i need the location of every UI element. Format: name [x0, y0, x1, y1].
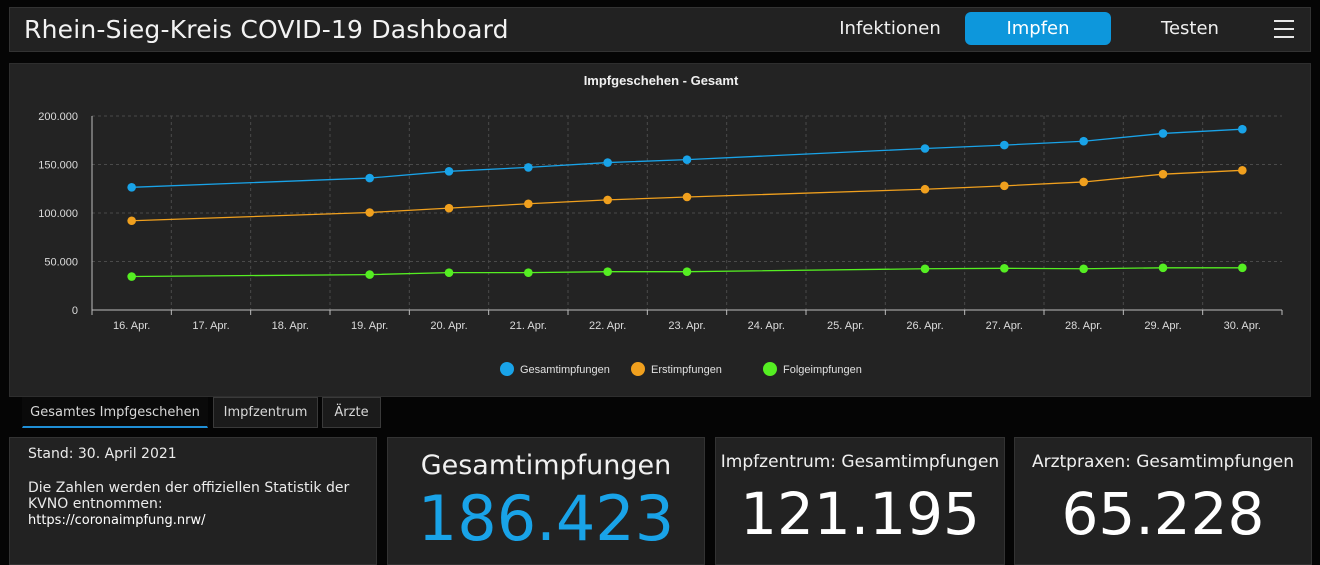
tab-impfen[interactable]: Impfen	[965, 12, 1111, 45]
y-tick-label: 150.000	[38, 160, 78, 172]
legend-marker	[631, 362, 645, 376]
data-point	[127, 182, 136, 192]
data-point	[920, 264, 930, 274]
kpi-value: 65.228	[1061, 480, 1265, 548]
data-point	[1079, 264, 1088, 274]
data-point	[524, 199, 533, 209]
data-point	[524, 268, 533, 277]
x-tick-label: 17. Apr.	[192, 320, 229, 332]
data-point	[1158, 129, 1168, 138]
data-point	[603, 158, 612, 167]
chart-title: Impfgeschehen - Gesamt	[584, 73, 739, 88]
legend-label: Erstimpfungen	[651, 364, 722, 376]
data-point	[1079, 177, 1088, 187]
x-tick-label: 27. Apr.	[986, 320, 1023, 332]
kpi-value: 186.423	[417, 482, 675, 555]
x-tick-label: 21. Apr.	[510, 320, 547, 332]
kpi-card-arztpraxen: Arztpraxen: Gesamtimpfungen 65.228	[1014, 437, 1312, 565]
source-link[interactable]: https://coronaimpfung.nrw/	[28, 513, 206, 528]
legend-label: Gesamtimpfungen	[520, 364, 610, 376]
kpi-label: Arztpraxen: Gesamtimpfungen	[1031, 452, 1295, 472]
legend-marker	[500, 362, 514, 376]
data-point	[1238, 166, 1247, 175]
x-tick-label: 20. Apr.	[430, 320, 467, 332]
kpi-value: 121.195	[740, 480, 980, 548]
legend-marker	[763, 362, 777, 376]
stand-date: Stand: 30. April 2021	[28, 446, 177, 462]
x-tick-label: 23. Apr.	[668, 320, 705, 332]
kpi-card-impfzentrum: Impfzentrum: Gesamtimpfungen 121.195	[715, 437, 1005, 565]
data-point	[444, 268, 454, 277]
subtab-aerzte[interactable]: Ärzte	[322, 397, 381, 428]
x-tick-label: 22. Apr.	[589, 320, 626, 332]
x-tick-label: 25. Apr.	[827, 320, 864, 332]
header-bar: Rhein-Sieg-Kreis COVID-19 Dashboard Infe…	[9, 7, 1311, 52]
data-point	[1000, 181, 1009, 191]
y-tick-label: 0	[72, 305, 78, 317]
x-tick-label: 30. Apr.	[1224, 320, 1261, 332]
data-point	[1238, 263, 1247, 273]
data-point	[1158, 169, 1168, 179]
x-tick-label: 24. Apr.	[748, 320, 785, 332]
data-point	[127, 216, 136, 226]
data-point	[603, 267, 612, 276]
kpi-label: Impfzentrum: Gesamtimpfungen	[720, 452, 1000, 472]
data-point	[444, 203, 454, 213]
hamburger-menu-icon[interactable]	[1274, 20, 1294, 38]
data-point	[365, 173, 374, 183]
data-point	[682, 155, 692, 164]
x-tick-label: 28. Apr.	[1065, 320, 1102, 332]
app-title: Rhein-Sieg-Kreis COVID-19 Dashboard	[24, 15, 509, 44]
kpi-label: Gesamtimpfungen	[420, 450, 672, 481]
data-point	[524, 163, 533, 172]
y-tick-label: 50.000	[44, 257, 78, 269]
data-point	[1000, 140, 1009, 150]
data-point	[682, 192, 692, 202]
x-tick-label: 19. Apr.	[351, 320, 388, 332]
subtab-impfzentrum[interactable]: Impfzentrum	[213, 397, 318, 428]
info-card: Stand: 30. April 2021 Die Zahlen werden …	[9, 437, 377, 565]
data-point	[1238, 124, 1247, 134]
data-point	[444, 166, 454, 176]
x-tick-label: 29. Apr.	[1144, 320, 1181, 332]
y-tick-label: 200.000	[38, 111, 78, 123]
data-point	[1158, 263, 1168, 273]
legend-label: Folgeimpfungen	[783, 364, 862, 376]
data-point	[920, 184, 930, 194]
kpi-card-gesamtimpfungen: Gesamtimpfungen 186.423	[387, 437, 705, 565]
data-point	[603, 195, 612, 205]
x-tick-label: 18. Apr.	[272, 320, 309, 332]
data-point	[920, 144, 930, 153]
source-description: Die Zahlen werden der offiziellen Statis…	[28, 480, 350, 512]
y-tick-label: 100.000	[38, 208, 78, 220]
tab-testen[interactable]: Testen	[1161, 18, 1219, 39]
data-point	[1079, 136, 1088, 146]
data-point	[682, 267, 692, 276]
tab-infektionen[interactable]: Infektionen	[839, 18, 941, 39]
vaccination-line-chart: Impfgeschehen - Gesamt 0 50.000 100.000 150.…	[38, 73, 1283, 376]
data-point	[1000, 263, 1009, 273]
x-tick-label: 16. Apr.	[113, 320, 150, 332]
x-tick-label: 26. Apr.	[906, 320, 943, 332]
data-point	[127, 272, 136, 281]
data-point	[365, 270, 374, 279]
chart-panel: Impfgeschehen - Gesamt 0 50.000 100.000 150.…	[9, 63, 1311, 397]
data-point	[365, 208, 374, 217]
subtab-gesamtes-impfgeschehen[interactable]: Gesamtes Impfgeschehen	[22, 397, 208, 428]
